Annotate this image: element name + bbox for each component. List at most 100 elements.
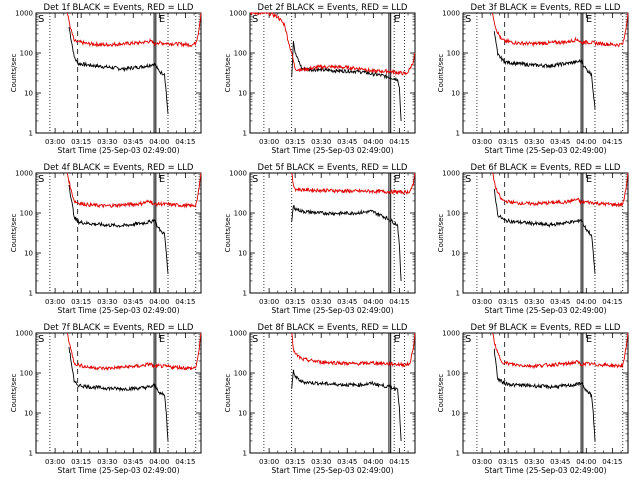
- panel-det-6: Det 6f BLACK = Events, RED = LLD 1 10 100 10…: [437, 163, 629, 315]
- panel-det-5: Det 5f BLACK = Events, RED = LLD 1 10 100 10…: [224, 163, 416, 315]
- x-tick-label: 04:15: [175, 138, 195, 146]
- marker-label-e: E: [394, 334, 400, 345]
- marker-label-s: S: [38, 334, 44, 345]
- x-tick-label: 04:00: [149, 298, 169, 306]
- x-tick-label: 03:45: [550, 458, 570, 466]
- x-tick-label: 03:30: [524, 298, 544, 306]
- y-tick-label: 1000: [15, 330, 33, 338]
- panel-det-8: Det 8f BLACK = Events, RED = LLD 1 10 100 10…: [224, 323, 416, 475]
- marker-label-e: E: [394, 174, 400, 185]
- y-tick-label: 10: [238, 90, 247, 98]
- y-tick-label: 1000: [442, 170, 460, 178]
- x-tick-label: 03:00: [259, 138, 279, 146]
- panel-title: Det 2f BLACK = Events, RED = LLD: [258, 3, 408, 13]
- x-tick-label: 03:15: [71, 458, 91, 466]
- y-tick-label: 1: [243, 450, 247, 458]
- x-tick-label: 03:30: [97, 458, 117, 466]
- x-tick-label: 03:15: [498, 298, 518, 306]
- panel-det-4: Det 4f BLACK = Events, RED = LLD 1 10 100 10…: [10, 163, 202, 315]
- marker-label-e: E: [586, 334, 592, 345]
- y-tick-label: 100: [447, 370, 460, 378]
- x-tick-label: 03:30: [524, 138, 544, 146]
- panel-det-9: Det 9f BLACK = Events, RED = LLD 1 10 100 10…: [437, 323, 629, 475]
- y-tick-label: 100: [234, 210, 247, 218]
- marker-label-s: S: [465, 174, 471, 185]
- y-tick-label: 100: [447, 50, 460, 58]
- x-tick-label: 03:00: [472, 458, 492, 466]
- panel-det-7: Det 7f BLACK = Events, RED = LLD 1 10 100 10…: [10, 323, 202, 475]
- y-tick-label: 1000: [442, 330, 460, 338]
- lld-series-line: [492, 12, 629, 48]
- x-tick-label: 04:15: [389, 458, 409, 466]
- events-series-line: [493, 31, 596, 109]
- y-tick-label: 100: [234, 370, 247, 378]
- x-axis-label: Start Time (25-Sep-03 02:49:00): [485, 306, 607, 315]
- panel-title: Det 9f BLACK = Events, RED = LLD: [471, 323, 621, 333]
- y-tick-label: 10: [451, 250, 460, 258]
- x-axis-label: Start Time (25-Sep-03 02:49:00): [58, 306, 180, 315]
- events-series-line: [68, 184, 169, 274]
- x-tick-label: 04:15: [389, 138, 409, 146]
- y-axis-label: Counts/sec: [224, 54, 232, 93]
- plot-frame: [35, 172, 202, 294]
- marker-label-e: E: [159, 174, 165, 185]
- lld-series-line: [291, 172, 416, 196]
- panel-title: Det 8f BLACK = Events, RED = LLD: [258, 323, 408, 333]
- y-axis-label: Counts/sec: [437, 374, 445, 413]
- marker-label-s: S: [38, 174, 44, 185]
- y-axis-label: Counts/sec: [224, 214, 232, 253]
- x-tick-label: 04:00: [576, 138, 596, 146]
- x-tick-label: 03:45: [550, 298, 570, 306]
- plot-frame: [462, 172, 629, 294]
- marker-label-e: E: [159, 14, 165, 25]
- panel-det-3: Det 3f BLACK = Events, RED = LLD 1 10 100 10…: [437, 3, 629, 155]
- x-tick-label: 03:00: [472, 138, 492, 146]
- x-tick-label: 04:00: [363, 298, 383, 306]
- plot-frame: [249, 12, 416, 134]
- marker-label-e: E: [159, 334, 165, 345]
- panel-title: Det 6f BLACK = Events, RED = LLD: [471, 163, 621, 173]
- y-tick-label: 1: [456, 130, 460, 138]
- x-tick-label: 03:30: [311, 458, 331, 466]
- marker-label-s: S: [252, 14, 258, 25]
- x-axis-label: Start Time (25-Sep-03 02:49:00): [272, 146, 394, 155]
- y-tick-label: 1000: [15, 170, 33, 178]
- y-tick-label: 1: [29, 290, 33, 298]
- x-tick-label: 03:45: [337, 298, 357, 306]
- y-tick-label: 100: [20, 370, 33, 378]
- x-tick-label: 04:15: [602, 138, 622, 146]
- plot-frame: [249, 172, 416, 294]
- x-tick-label: 03:45: [337, 138, 357, 146]
- marker-label-e: E: [586, 14, 592, 25]
- y-tick-label: 1: [456, 290, 460, 298]
- plot-frame: [249, 332, 416, 454]
- marker-label-s: S: [465, 14, 471, 25]
- panel-det-2: Det 2f BLACK = Events, RED = LLD 1 10 100 10…: [224, 3, 416, 155]
- lld-series-line: [66, 172, 202, 209]
- y-tick-label: 100: [20, 210, 33, 218]
- x-tick-label: 03:00: [45, 138, 65, 146]
- x-tick-label: 03:15: [71, 138, 91, 146]
- x-tick-label: 03:00: [45, 458, 65, 466]
- y-axis-label: Counts/sec: [437, 54, 445, 93]
- x-axis-label: Start Time (25-Sep-03 02:49:00): [272, 306, 394, 315]
- y-tick-label: 1000: [229, 10, 247, 18]
- lld-series-line: [291, 332, 416, 368]
- y-tick-label: 100: [20, 50, 33, 58]
- x-tick-label: 03:45: [123, 138, 143, 146]
- events-series-line: [291, 204, 402, 282]
- y-tick-label: 1000: [15, 10, 33, 18]
- y-tick-label: 1: [29, 130, 33, 138]
- x-axis-label: Start Time (25-Sep-03 02:49:00): [485, 146, 607, 155]
- events-series-line: [291, 40, 402, 122]
- x-tick-label: 03:30: [524, 458, 544, 466]
- x-tick-label: 04:00: [576, 458, 596, 466]
- y-tick-label: 10: [238, 410, 247, 418]
- x-tick-label: 03:45: [550, 138, 570, 146]
- x-axis-label: Start Time (25-Sep-03 02:49:00): [58, 146, 180, 155]
- plot-frame: [35, 332, 202, 454]
- panel-det-1: Det 1f BLACK = Events, RED = LLD 1 10 100 10…: [10, 3, 202, 155]
- x-tick-label: 03:15: [498, 138, 518, 146]
- x-tick-label: 03:15: [285, 298, 305, 306]
